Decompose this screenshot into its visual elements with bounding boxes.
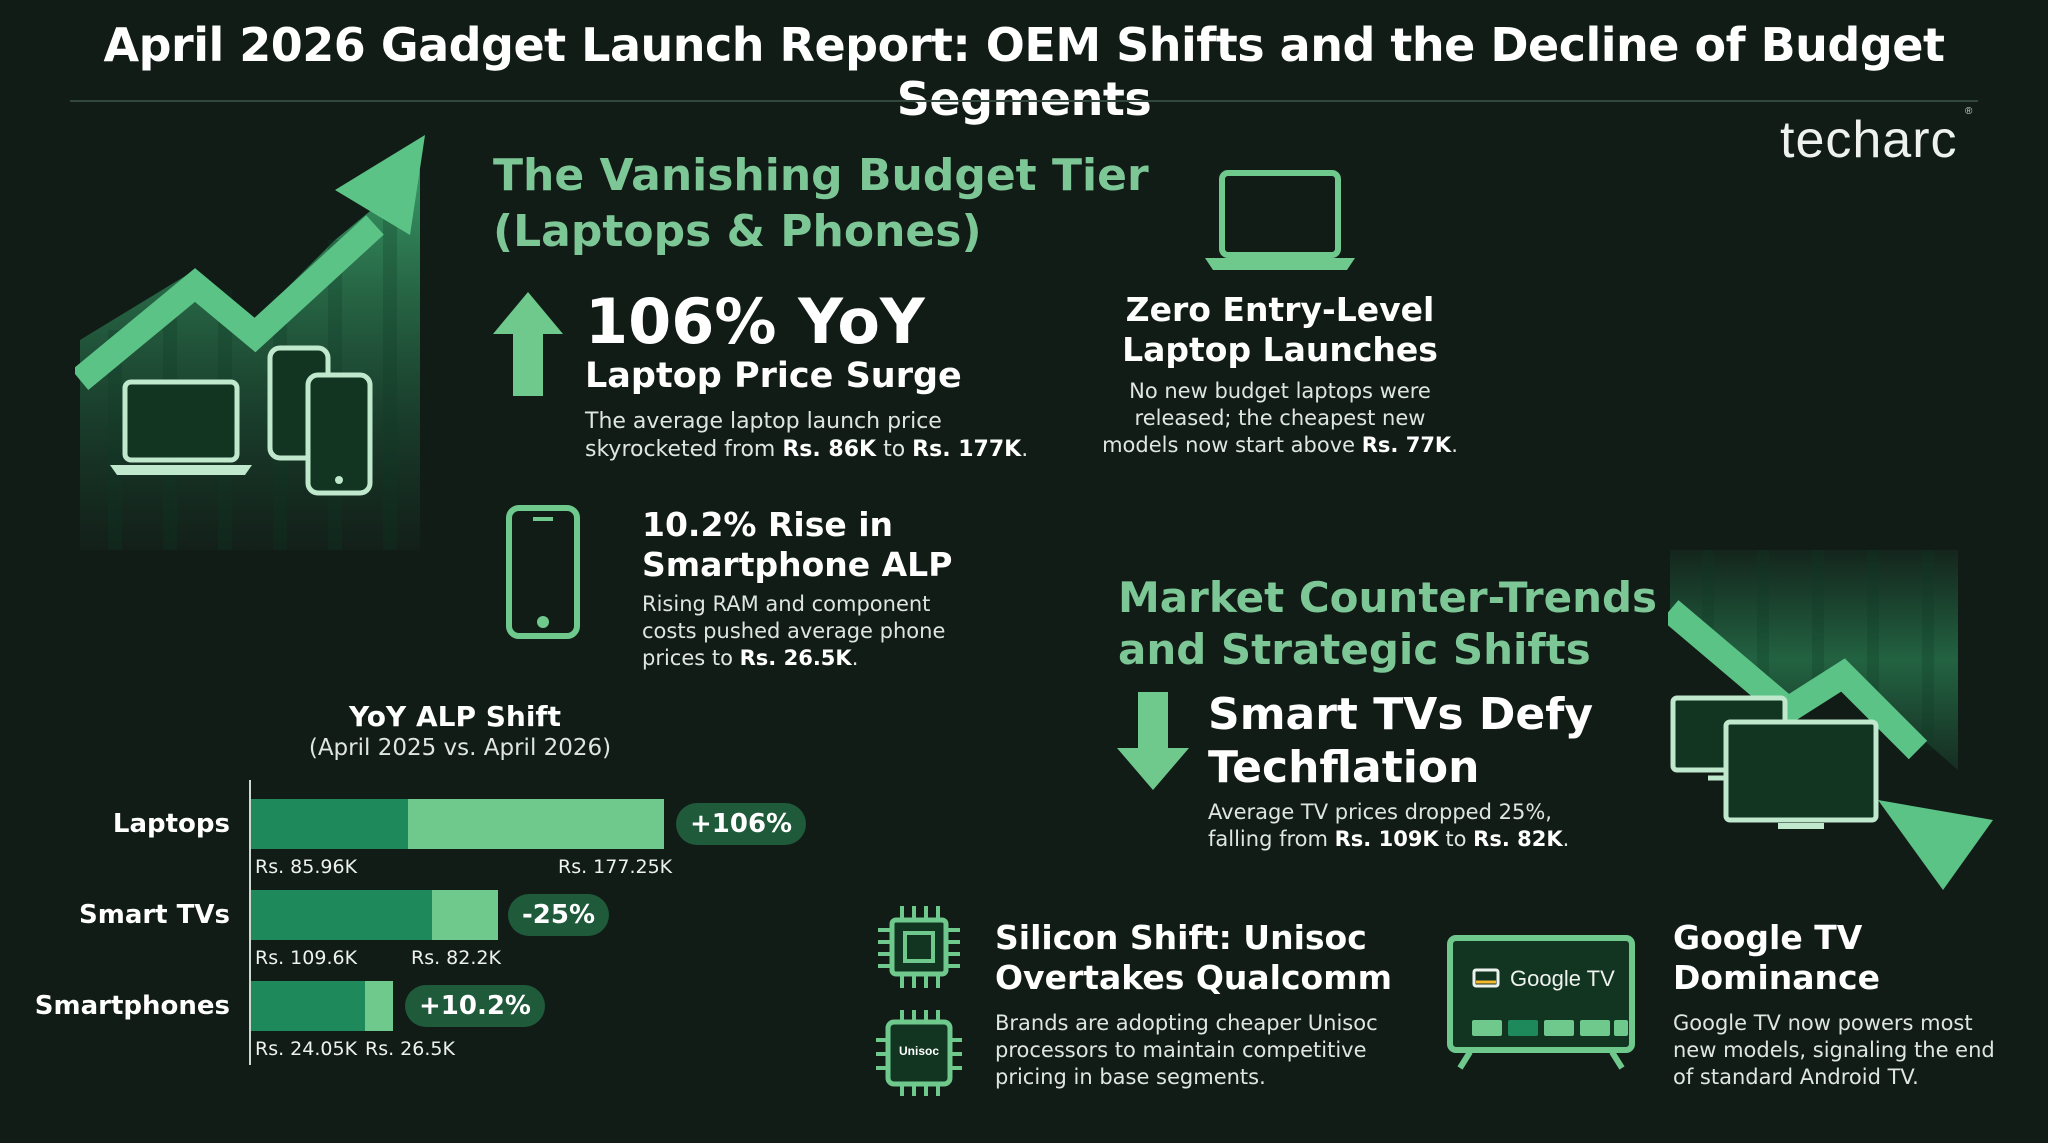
silicon-shift-title: Silicon Shift: Unisoc Overtakes Qualcomm <box>995 918 1392 997</box>
registered-mark-icon: ® <box>1965 106 1973 117</box>
smart-tv-description: Average TV prices dropped 25%, falling f… <box>1208 800 1570 851</box>
unisoc-chip-icon: Unisoc <box>874 1008 964 1098</box>
shift-value-smartphones-from: Rs. 24.05K <box>255 1038 358 1060</box>
shift-change-badge-laptops: +106% <box>676 803 807 845</box>
shift-change-badge-smartphones: +10.2% <box>405 985 545 1027</box>
header-divider <box>70 100 1978 102</box>
falling-chart-tvs-illustration <box>1668 550 1993 890</box>
shift-chart-subtitle: (April 2025 vs. April 2026) <box>308 735 612 761</box>
shift-row-label-smart-tvs: Smart TVs <box>79 900 230 930</box>
budget-section-title: The Vanishing Budget Tier (Laptops & Pho… <box>493 150 1149 257</box>
shift-row-label-smartphones: Smartphones <box>34 991 230 1021</box>
google-tv-description: Google TV now powers most new models, si… <box>1673 1011 1995 1089</box>
zero-entry-title: Zero Entry-Level Laptop Launches <box>1122 290 1438 369</box>
zero-entry-description: No new budget laptops were released; the… <box>1102 379 1458 457</box>
google-tv-screen-label: Google TV <box>1510 966 1615 991</box>
smartphone-alp-title: 10.2% Rise in Smartphone ALP <box>642 505 953 584</box>
smart-tv-title: Smart TVs Defy Techflation <box>1208 689 1594 793</box>
silicon-shift-description: Brands are adopting cheaper Unisoc proce… <box>995 1011 1378 1089</box>
down-arrow-icon <box>1117 692 1189 790</box>
processor-chip-icon <box>878 906 960 988</box>
rising-chart-devices-illustration <box>75 135 425 550</box>
laptop-surge-headline: 106% YoY <box>585 285 925 358</box>
smartphone-icon <box>506 505 580 639</box>
shift-bar-smartphones-previous <box>251 981 365 1031</box>
up-arrow-icon <box>493 292 563 396</box>
counter-section-title: Market Counter-Trends and Strategic Shif… <box>1118 573 1658 674</box>
google-tv-screen-icon: Google TV <box>1446 934 1636 1074</box>
shift-row-label-laptops: Laptops <box>112 809 230 839</box>
smartphone-alp-description: Rising RAM and component costs pushed av… <box>642 592 946 670</box>
shift-value-laptops-to: Rs. 177.25K <box>558 856 673 878</box>
laptop-icon <box>1205 170 1355 270</box>
shift-change-badge-smart-tvs: -25% <box>508 894 610 936</box>
google-tv-title: Google TV Dominance <box>1673 918 1880 997</box>
shift-value-laptops-from: Rs. 85.96K <box>255 856 358 878</box>
page-title: April 2026 Gadget Launch Report: OEM Shi… <box>103 18 1945 126</box>
laptop-surge-subhead: Laptop Price Surge <box>585 356 962 396</box>
shift-chart-axis <box>249 780 251 1065</box>
shift-bar-laptops-previous <box>251 799 408 849</box>
shift-value-smart-tvs-to: Rs. 82.2K <box>411 947 501 969</box>
shift-chart-title: YoY ALP Shift <box>348 700 561 733</box>
shift-value-smart-tvs-from: Rs. 109.6K <box>255 947 358 969</box>
unisoc-chip-label: Unisoc <box>898 1044 939 1058</box>
shift-bar-smart-tvs-current <box>251 890 432 940</box>
shift-value-smartphones-to: Rs. 26.5K <box>365 1038 455 1060</box>
techarc-logo: techarc <box>1780 111 1958 169</box>
laptop-surge-description: The average laptop launch price skyrocke… <box>585 409 1029 462</box>
